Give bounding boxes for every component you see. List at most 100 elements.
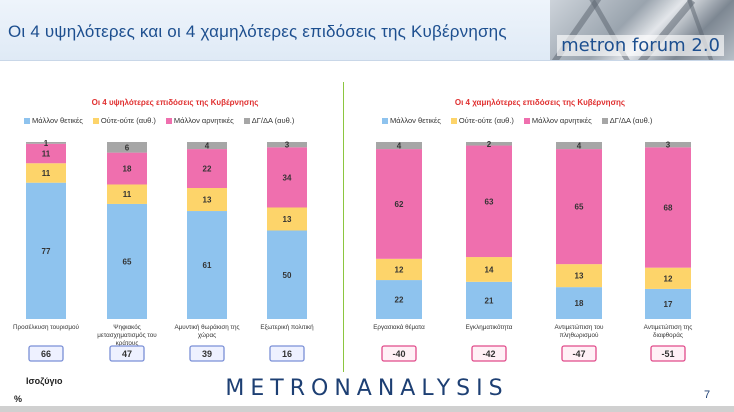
balance-box: [28, 345, 64, 362]
legend-item-neutral: Ούτε-ούτε (αυθ.): [92, 116, 156, 125]
bar-segment-dk: [26, 142, 66, 144]
bar-segment-negative: [107, 152, 147, 185]
bar-segment-negative: [466, 145, 512, 258]
data-label: 77: [42, 247, 51, 256]
balance-box: [189, 345, 225, 362]
data-label: 18: [575, 299, 584, 308]
data-label: 21: [485, 296, 494, 305]
balance-value: 47: [122, 349, 132, 359]
legend-swatch: [24, 117, 30, 124]
bar-segment-positive: [376, 280, 422, 319]
legend-swatch: [601, 117, 608, 124]
category-label: διαφθοράς: [653, 331, 683, 339]
bar-segment-neutral: [376, 258, 422, 281]
data-label: 11: [42, 150, 51, 159]
bar-segment-negative: [645, 147, 691, 268]
data-label: 6: [125, 143, 130, 152]
legend-item-positive: Μάλλον θετικές: [24, 116, 83, 125]
balance-box: [269, 345, 305, 362]
data-label: 2: [487, 140, 492, 149]
data-label: 65: [123, 257, 132, 266]
category-label: πληθωρισμού: [560, 331, 599, 339]
bar-segment-neutral: [107, 184, 147, 204]
bar-segment-positive: [187, 211, 227, 319]
bar-segment-negative: [26, 143, 66, 164]
bar-segment-dk: [267, 142, 307, 148]
data-label: 63: [485, 197, 494, 206]
category-label: Εγκληματικότητα: [466, 323, 513, 331]
bar-segment-positive: [26, 182, 66, 319]
bar-segment-neutral: [187, 188, 227, 212]
data-label: 4: [397, 142, 402, 151]
legend-swatch: [450, 117, 457, 124]
legend-item-neutral: Ούτε-ούτε (αυθ.): [450, 116, 514, 125]
data-label: 65: [575, 203, 584, 212]
legend-swatch: [523, 117, 530, 124]
data-label: 13: [203, 196, 212, 205]
bar-segment-dk: [107, 142, 147, 153]
data-label: 4: [205, 142, 210, 151]
page-number: 7: [704, 389, 711, 401]
right-legend: Μάλλον θετικές Ούτε-ούτε (αυθ.) Μάλλον α…: [382, 116, 652, 125]
data-label: 13: [575, 272, 584, 281]
balance-box: [650, 345, 686, 362]
balance-label: Ισοζύγιο: [26, 376, 63, 386]
bar-segment-neutral: [645, 267, 691, 289]
data-label: 12: [395, 265, 404, 274]
left-legend: Μάλλον θετικές Ούτε-ούτε (αυθ.) Μάλλον α…: [24, 116, 294, 125]
header-banner: Οι 4 υψηλότερες και οι 4 χαμηλότερες επι…: [0, 0, 734, 61]
page-title: Οι 4 υψηλότερες και οι 4 χαμηλότερες επι…: [8, 22, 507, 41]
balance-value: 39: [202, 349, 212, 359]
legend-item-negative: Μάλλον αρνητικές: [165, 116, 234, 125]
legend-swatch: [165, 117, 172, 124]
balance-value: -42: [482, 349, 495, 359]
category-label: Εξωτερική πολιτική: [260, 324, 314, 331]
category-label: κράτους: [116, 339, 139, 347]
legend-item-negative: Μάλλον αρνητικές: [523, 116, 592, 125]
panel-divider: [343, 82, 344, 372]
legend-item-dk: ΔΓ/ΔΑ (αυθ.): [243, 116, 294, 125]
logo-box: metron forum 2.0: [550, 0, 734, 60]
data-label: 61: [203, 261, 212, 270]
data-label: 22: [395, 296, 404, 305]
data-label: 13: [283, 215, 292, 224]
bar-segment-negative: [556, 149, 602, 265]
bar-segment-neutral: [267, 207, 307, 231]
category-label: Εργασιακά θέματα: [373, 323, 425, 331]
data-label: 1: [44, 139, 49, 148]
data-label: 68: [664, 203, 673, 212]
balance-box: [561, 345, 597, 362]
balance-value: 16: [282, 349, 292, 359]
logo-text: metron forum 2.0: [557, 35, 724, 56]
data-label: 3: [666, 141, 671, 150]
category-label: μετασχηματισμός του: [97, 331, 157, 339]
right-panel-title: Οι 4 χαμηλότερες επιδόσεις της Κυβέρνηση…: [454, 98, 626, 107]
legend-item-positive: Μάλλον θετικές: [382, 116, 441, 125]
left-panel-title: Οι 4 υψηλότερες επιδόσεις της Κυβέρνησης: [91, 98, 259, 107]
data-label: 18: [123, 165, 132, 174]
data-label: 11: [123, 190, 132, 199]
data-label: 12: [664, 274, 673, 283]
balance-box: [471, 345, 507, 362]
data-label: 17: [664, 300, 673, 309]
bar-segment-negative: [376, 149, 422, 259]
category-label: Προσέλκυση τουρισμού: [13, 323, 80, 331]
balance-value: 66: [41, 349, 51, 359]
bar-segment-negative: [267, 147, 307, 208]
percent-label: %: [14, 394, 23, 404]
data-label: 11: [42, 169, 51, 178]
category-label: Αντιμετώπιση της: [644, 323, 693, 331]
category-label: Αμυντική θωράκιση της: [174, 323, 239, 331]
data-label: 14: [485, 265, 494, 274]
bar-segment-dk: [645, 142, 691, 148]
bar-segment-neutral: [26, 163, 66, 183]
balance-box: [109, 345, 145, 362]
brand-wordmark: METRONANALYSIS: [225, 376, 509, 401]
category-label: Αντιμετώπιση του: [554, 323, 604, 331]
bar-segment-positive: [267, 230, 307, 319]
balance-value: -51: [661, 349, 674, 359]
balance-box: [381, 345, 417, 362]
bar-segment-neutral: [556, 264, 602, 288]
category-label: χώρας: [198, 331, 216, 339]
